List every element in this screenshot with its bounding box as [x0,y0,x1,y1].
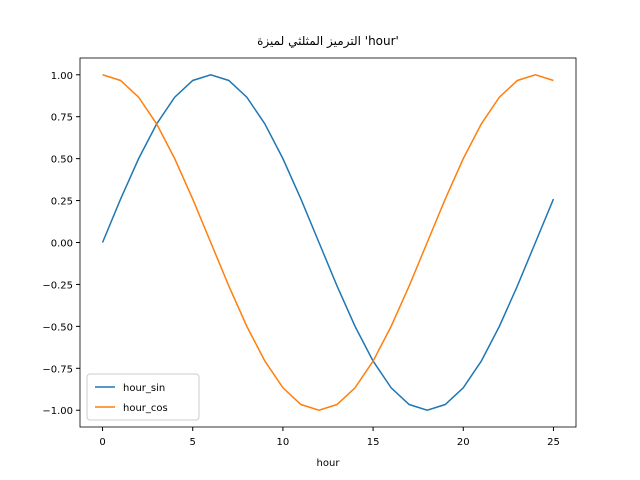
x-tick-label: 20 [457,437,470,448]
legend-label: hour_sin [123,383,165,394]
x-tick-label: 15 [367,437,380,448]
chart-title: الترميز المثلثي لميزة 'hour' [257,34,399,49]
x-tick-label: 10 [277,437,290,448]
legend-box [86,373,200,421]
line-series [102,73,554,412]
y-tick-label: −0.75 [42,364,73,375]
y-tick-label: −0.25 [42,280,73,291]
y-tick-label: 0.00 [51,239,73,250]
x-tick-label: 5 [190,437,196,448]
y-tick-label: 0.50 [51,155,73,166]
legend-label: hour_cos [123,403,168,414]
x-axis-label: hour [317,458,341,469]
y-tick-label: 0.75 [51,113,73,124]
plot-frame [79,57,577,428]
y-tick-label: −1.00 [42,406,73,417]
y-tick-label: 1.00 [51,71,73,82]
x-tick-label: 0 [99,437,105,448]
y-tick-label: −0.50 [42,322,73,333]
x-tick-label: 25 [547,437,560,448]
line-series [101,73,555,412]
y-tick-label: 0.25 [51,197,73,208]
